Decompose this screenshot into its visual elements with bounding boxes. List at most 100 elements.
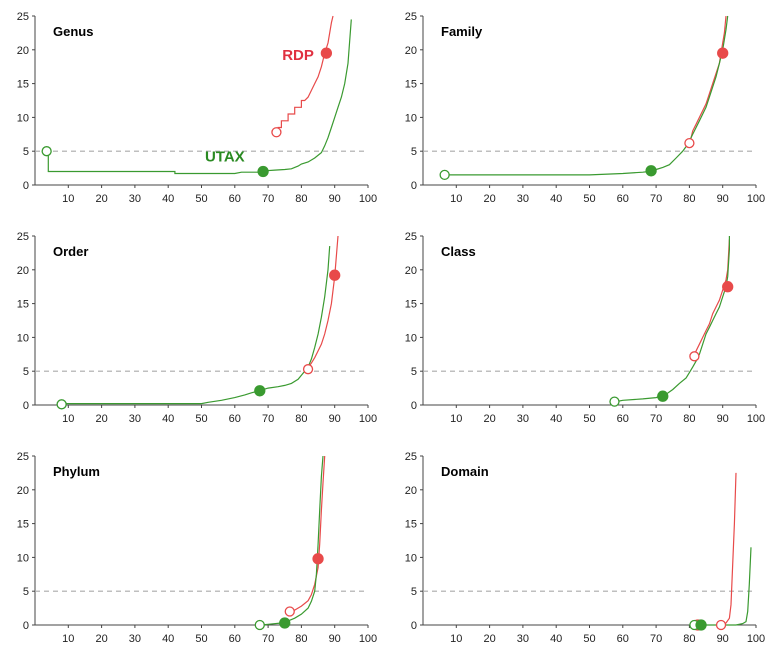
x-tick-label: 90: [717, 633, 729, 645]
x-tick-label: 90: [329, 193, 341, 205]
y-tick-label: 20: [17, 265, 29, 277]
y-tick-label: 10: [405, 112, 417, 124]
open-marker-rdp: [715, 619, 727, 631]
y-tick-label: 20: [405, 45, 417, 57]
x-tick-label: 50: [583, 633, 595, 645]
open-marker-utax: [254, 619, 265, 631]
x-tick-label: 100: [359, 413, 377, 425]
open-marker-rdp: [302, 364, 314, 375]
x-tick-label: 30: [517, 413, 529, 425]
y-tick-label: 25: [405, 11, 417, 23]
series-line-rdp: [688, 15, 727, 145]
y-tick-label: 10: [405, 552, 417, 564]
x-tick-label: 10: [450, 413, 462, 425]
filled-marker-rdp: [320, 47, 333, 59]
x-tick-label: 10: [62, 633, 74, 645]
series-line-rdp: [289, 455, 326, 616]
y-tick-label: 25: [405, 451, 417, 463]
x-tick-label: 40: [162, 193, 174, 205]
x-tick-label: 20: [95, 193, 107, 205]
x-tick-label: 50: [195, 633, 207, 645]
filled-marker-utax: [279, 617, 291, 629]
x-tick-label: 40: [550, 413, 562, 425]
y-tick-label: 25: [17, 11, 29, 23]
y-tick-label: 5: [411, 146, 417, 158]
filled-marker-utax: [254, 385, 266, 397]
y-tick-label: 0: [411, 400, 417, 412]
chart-panel: 0 5 10 15 20 25 10 20 30 40 50 60 70 80 90 100 Domain: [405, 451, 765, 645]
x-tick-label: 30: [517, 633, 529, 645]
filled-marker-rdp: [329, 269, 341, 281]
filled-marker-utax: [257, 165, 269, 178]
y-tick-label: 15: [405, 299, 417, 311]
y-tick-label: 20: [405, 485, 417, 497]
y-tick-label: 15: [405, 519, 417, 531]
x-tick-label: 20: [95, 413, 107, 425]
y-tick-label: 5: [23, 366, 29, 378]
series-line-utax: [615, 236, 730, 403]
chart-panel: 0 5 10 15 20 25 10 20 30 40 50 60 70 80 90 100 Family: [405, 11, 765, 205]
x-tick-label: 70: [262, 413, 274, 425]
x-tick-label: 30: [129, 193, 141, 205]
y-tick-label: 15: [405, 79, 417, 91]
x-tick-label: 70: [650, 633, 662, 645]
y-tick-label: 5: [411, 366, 417, 378]
y-tick-label: 10: [17, 332, 29, 344]
y-tick-label: 10: [17, 112, 29, 124]
x-tick-label: 60: [229, 193, 241, 205]
x-tick-label: 90: [717, 413, 729, 425]
x-tick-label: 20: [483, 633, 495, 645]
y-tick-label: 5: [411, 586, 417, 598]
open-marker-utax: [56, 399, 67, 410]
series-line-rdp: [719, 472, 737, 626]
y-tick-label: 15: [17, 519, 29, 531]
panel-title: Domain: [441, 464, 489, 479]
x-tick-label: 100: [747, 193, 765, 205]
open-marker-utax: [439, 169, 450, 181]
x-tick-label: 90: [329, 413, 341, 425]
filled-marker-utax: [695, 619, 707, 631]
x-tick-label: 70: [262, 193, 274, 205]
x-tick-label: 50: [583, 193, 595, 205]
y-tick-label: 0: [411, 180, 417, 192]
chart-panel: 0 5 10 15 20 25 10 20 30 40 50 60 70 80 90 100 Order: [17, 231, 377, 425]
x-tick-label: 100: [359, 633, 377, 645]
x-tick-label: 100: [747, 413, 765, 425]
y-tick-label: 0: [23, 400, 29, 412]
series-line-rdp: [277, 15, 334, 131]
x-tick-label: 40: [162, 633, 174, 645]
y-tick-label: 10: [17, 552, 29, 564]
chart-panel: 0 5 10 15 20 25 10 20 30 40 50 60 70 80 90 100 Genus RDP U…: [17, 11, 377, 205]
filled-marker-utax: [645, 165, 657, 177]
x-tick-label: 60: [229, 633, 241, 645]
open-marker-rdp: [271, 127, 282, 138]
y-tick-label: 10: [405, 332, 417, 344]
x-tick-label: 50: [583, 413, 595, 425]
filled-marker-rdp: [312, 553, 324, 565]
x-tick-label: 40: [162, 413, 174, 425]
y-tick-label: 5: [23, 146, 29, 158]
open-marker-rdp: [689, 351, 700, 362]
x-tick-label: 30: [129, 413, 141, 425]
x-tick-label: 30: [517, 193, 529, 205]
open-marker-utax: [41, 146, 52, 157]
y-tick-label: 25: [405, 231, 417, 243]
x-tick-label: 60: [229, 413, 241, 425]
open-marker-rdp: [684, 137, 695, 149]
chart-panel: 0 5 10 15 20 25 10 20 30 40 50 60 70 80 90 100 Class: [405, 231, 765, 425]
x-tick-label: 10: [62, 413, 74, 425]
x-tick-label: 30: [129, 633, 141, 645]
y-tick-label: 25: [17, 231, 29, 243]
x-tick-label: 60: [617, 193, 629, 205]
x-tick-label: 20: [483, 193, 495, 205]
y-tick-label: 15: [17, 299, 29, 311]
y-tick-label: 20: [17, 485, 29, 497]
x-tick-label: 70: [650, 413, 662, 425]
x-tick-label: 100: [747, 633, 765, 645]
y-tick-label: 15: [17, 79, 29, 91]
series-annotation-utax: UTAX: [205, 148, 245, 165]
chart-panel: 0 5 10 15 20 25 10 20 30 40 50 60 70 80 90 100 Phylum: [17, 451, 377, 645]
x-tick-label: 40: [550, 193, 562, 205]
y-tick-label: 25: [17, 451, 29, 463]
